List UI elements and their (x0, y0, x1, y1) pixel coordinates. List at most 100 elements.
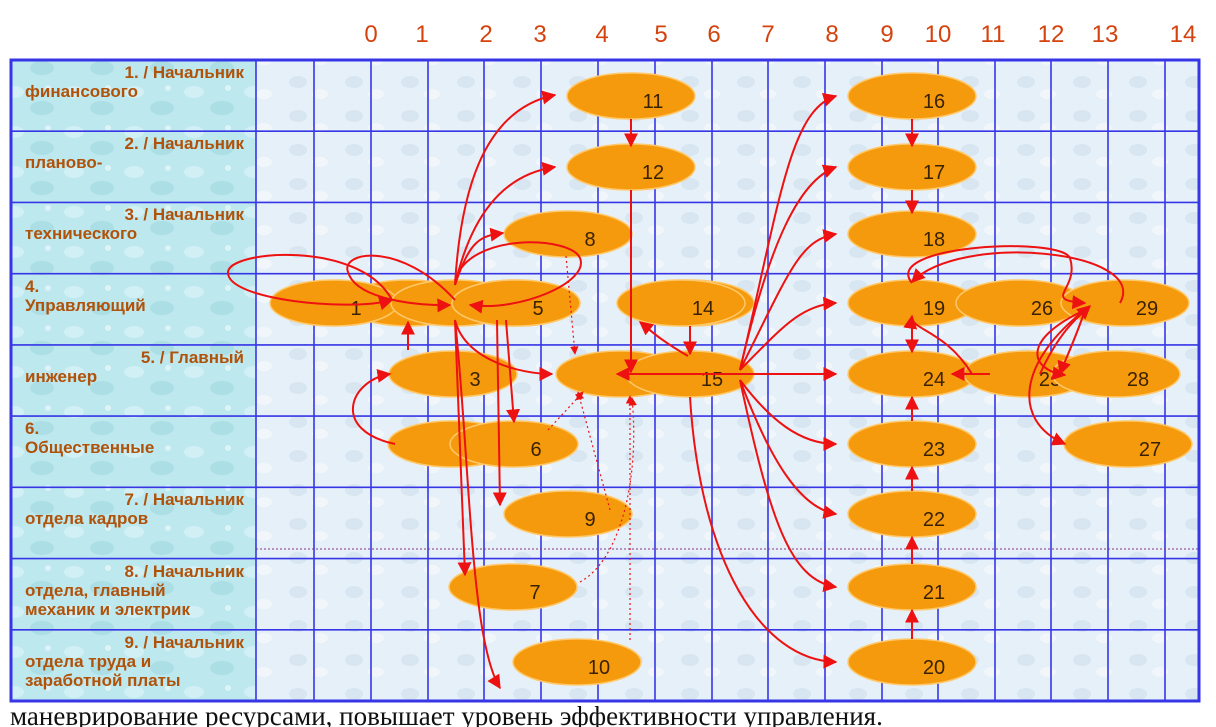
row-label-text: 7. / Начальник отдела кадров (11, 487, 256, 558)
node-label: 24 (923, 369, 945, 391)
arrow (911, 251, 1125, 304)
column-number: 5 (654, 21, 667, 48)
node-label: 12 (642, 162, 664, 184)
node-14: 14 (616, 279, 746, 327)
node-9: 9 (503, 490, 633, 538)
row-label: 4.Управляющий (25, 276, 146, 315)
node-27: 27 (1063, 420, 1193, 468)
row-label-role: технического (25, 224, 138, 244)
row-label-heading: 3. / Начальник (124, 205, 244, 225)
arrow (454, 319, 554, 381)
node-shape (566, 143, 696, 191)
row-label-role: финансового (25, 82, 139, 101)
node-shape (847, 638, 977, 686)
node-label: 18 (923, 229, 945, 251)
arrow (739, 164, 838, 371)
row-label-role: планово- (25, 153, 103, 173)
arrow (351, 368, 396, 445)
row-label-role: инженер (25, 366, 98, 386)
label-column-background (11, 60, 256, 701)
node-shape (847, 143, 977, 191)
column-number: 13 (1092, 21, 1119, 48)
column-number: 4 (595, 21, 608, 48)
row-label: 2. / Начальник планово- (11, 131, 256, 202)
row-label-role: отдела, главный (25, 580, 166, 600)
footer-text: маневрирование ресурсами, повышает урове… (10, 701, 883, 727)
node-28: 28 (1051, 350, 1181, 398)
node-label: 14 (692, 298, 714, 320)
node-shape (566, 72, 696, 120)
node-22: 22 (847, 490, 977, 538)
node-16: 16 (847, 72, 977, 120)
row-label-role: Общественные (25, 438, 155, 458)
row-label-heading: 4. (25, 276, 40, 296)
node-label: 28 (1127, 369, 1149, 391)
arrow (1028, 309, 1086, 446)
node-23: 23 (847, 420, 977, 468)
node-17: 17 (847, 143, 977, 191)
node-label: 23 (923, 439, 945, 461)
node-shape (448, 563, 578, 611)
node-shape (1060, 279, 1190, 327)
row-label-text: 2. / Начальник планово- (11, 131, 256, 202)
column-number: 9 (880, 21, 893, 48)
row-label-text: 1. / Начальник финансового (11, 60, 256, 131)
arrow (638, 321, 689, 357)
node-10: 10 (512, 638, 642, 686)
node-label: 9 (584, 509, 595, 531)
column-number: 6 (707, 21, 720, 48)
grid-border (9, 58, 1201, 703)
column-number: 11 (981, 21, 1006, 48)
row-label-text: 9. / Начальник отдела труда и заработной п… (11, 630, 256, 701)
node-label: 16 (923, 91, 945, 113)
column-number: 0 (364, 21, 377, 48)
column-number: 2 (479, 21, 492, 48)
arrow (454, 319, 472, 577)
row-label-text: 6. Общественные (11, 416, 256, 487)
arrow (454, 161, 557, 286)
dotted-arrow (547, 391, 584, 431)
node-label: 15 (701, 369, 723, 391)
node-shape (1063, 420, 1193, 468)
node-shape (512, 638, 642, 686)
arrow (1039, 305, 1092, 375)
node-26: 26 (955, 279, 1085, 327)
arrow (226, 253, 394, 311)
row-label-text: 5. / Главный инженер (11, 345, 256, 416)
node-label: 1 (350, 298, 361, 320)
node-label: 29 (1136, 298, 1158, 320)
row-label: 6.Общественные (11, 416, 256, 487)
node-label: 11 (643, 91, 664, 113)
arrow (739, 379, 838, 519)
node-12: 12 (566, 143, 696, 191)
row-label-heading: 5. / Главный (140, 347, 244, 367)
dotted-arrow (575, 391, 611, 511)
node-21: 21 (847, 563, 977, 611)
node-label: 17 (923, 162, 945, 184)
row-label-role: Управляющий (25, 295, 146, 315)
arrow (903, 314, 973, 375)
node-20: 20 (847, 638, 977, 686)
arrow (739, 379, 838, 593)
node-label: 20 (923, 657, 945, 679)
row-label-heading: 9. / Начальник (124, 632, 244, 652)
arrow (1036, 309, 1086, 381)
row-label-heading: 1. / Начальник (124, 63, 244, 82)
node-shape (847, 490, 977, 538)
column-number: 3 (533, 21, 546, 48)
node-shape (847, 72, 977, 120)
node-label: 26 (1031, 298, 1053, 320)
node-label: 27 (1139, 439, 1161, 461)
column-number: 8 (825, 21, 838, 48)
node-label: 19 (923, 298, 945, 320)
node-shape (847, 563, 977, 611)
row-label-heading: 6. (25, 419, 40, 439)
arrows (226, 90, 1125, 690)
row-label-heading: 2. / Начальник (124, 134, 244, 154)
node-shape (1051, 350, 1181, 398)
